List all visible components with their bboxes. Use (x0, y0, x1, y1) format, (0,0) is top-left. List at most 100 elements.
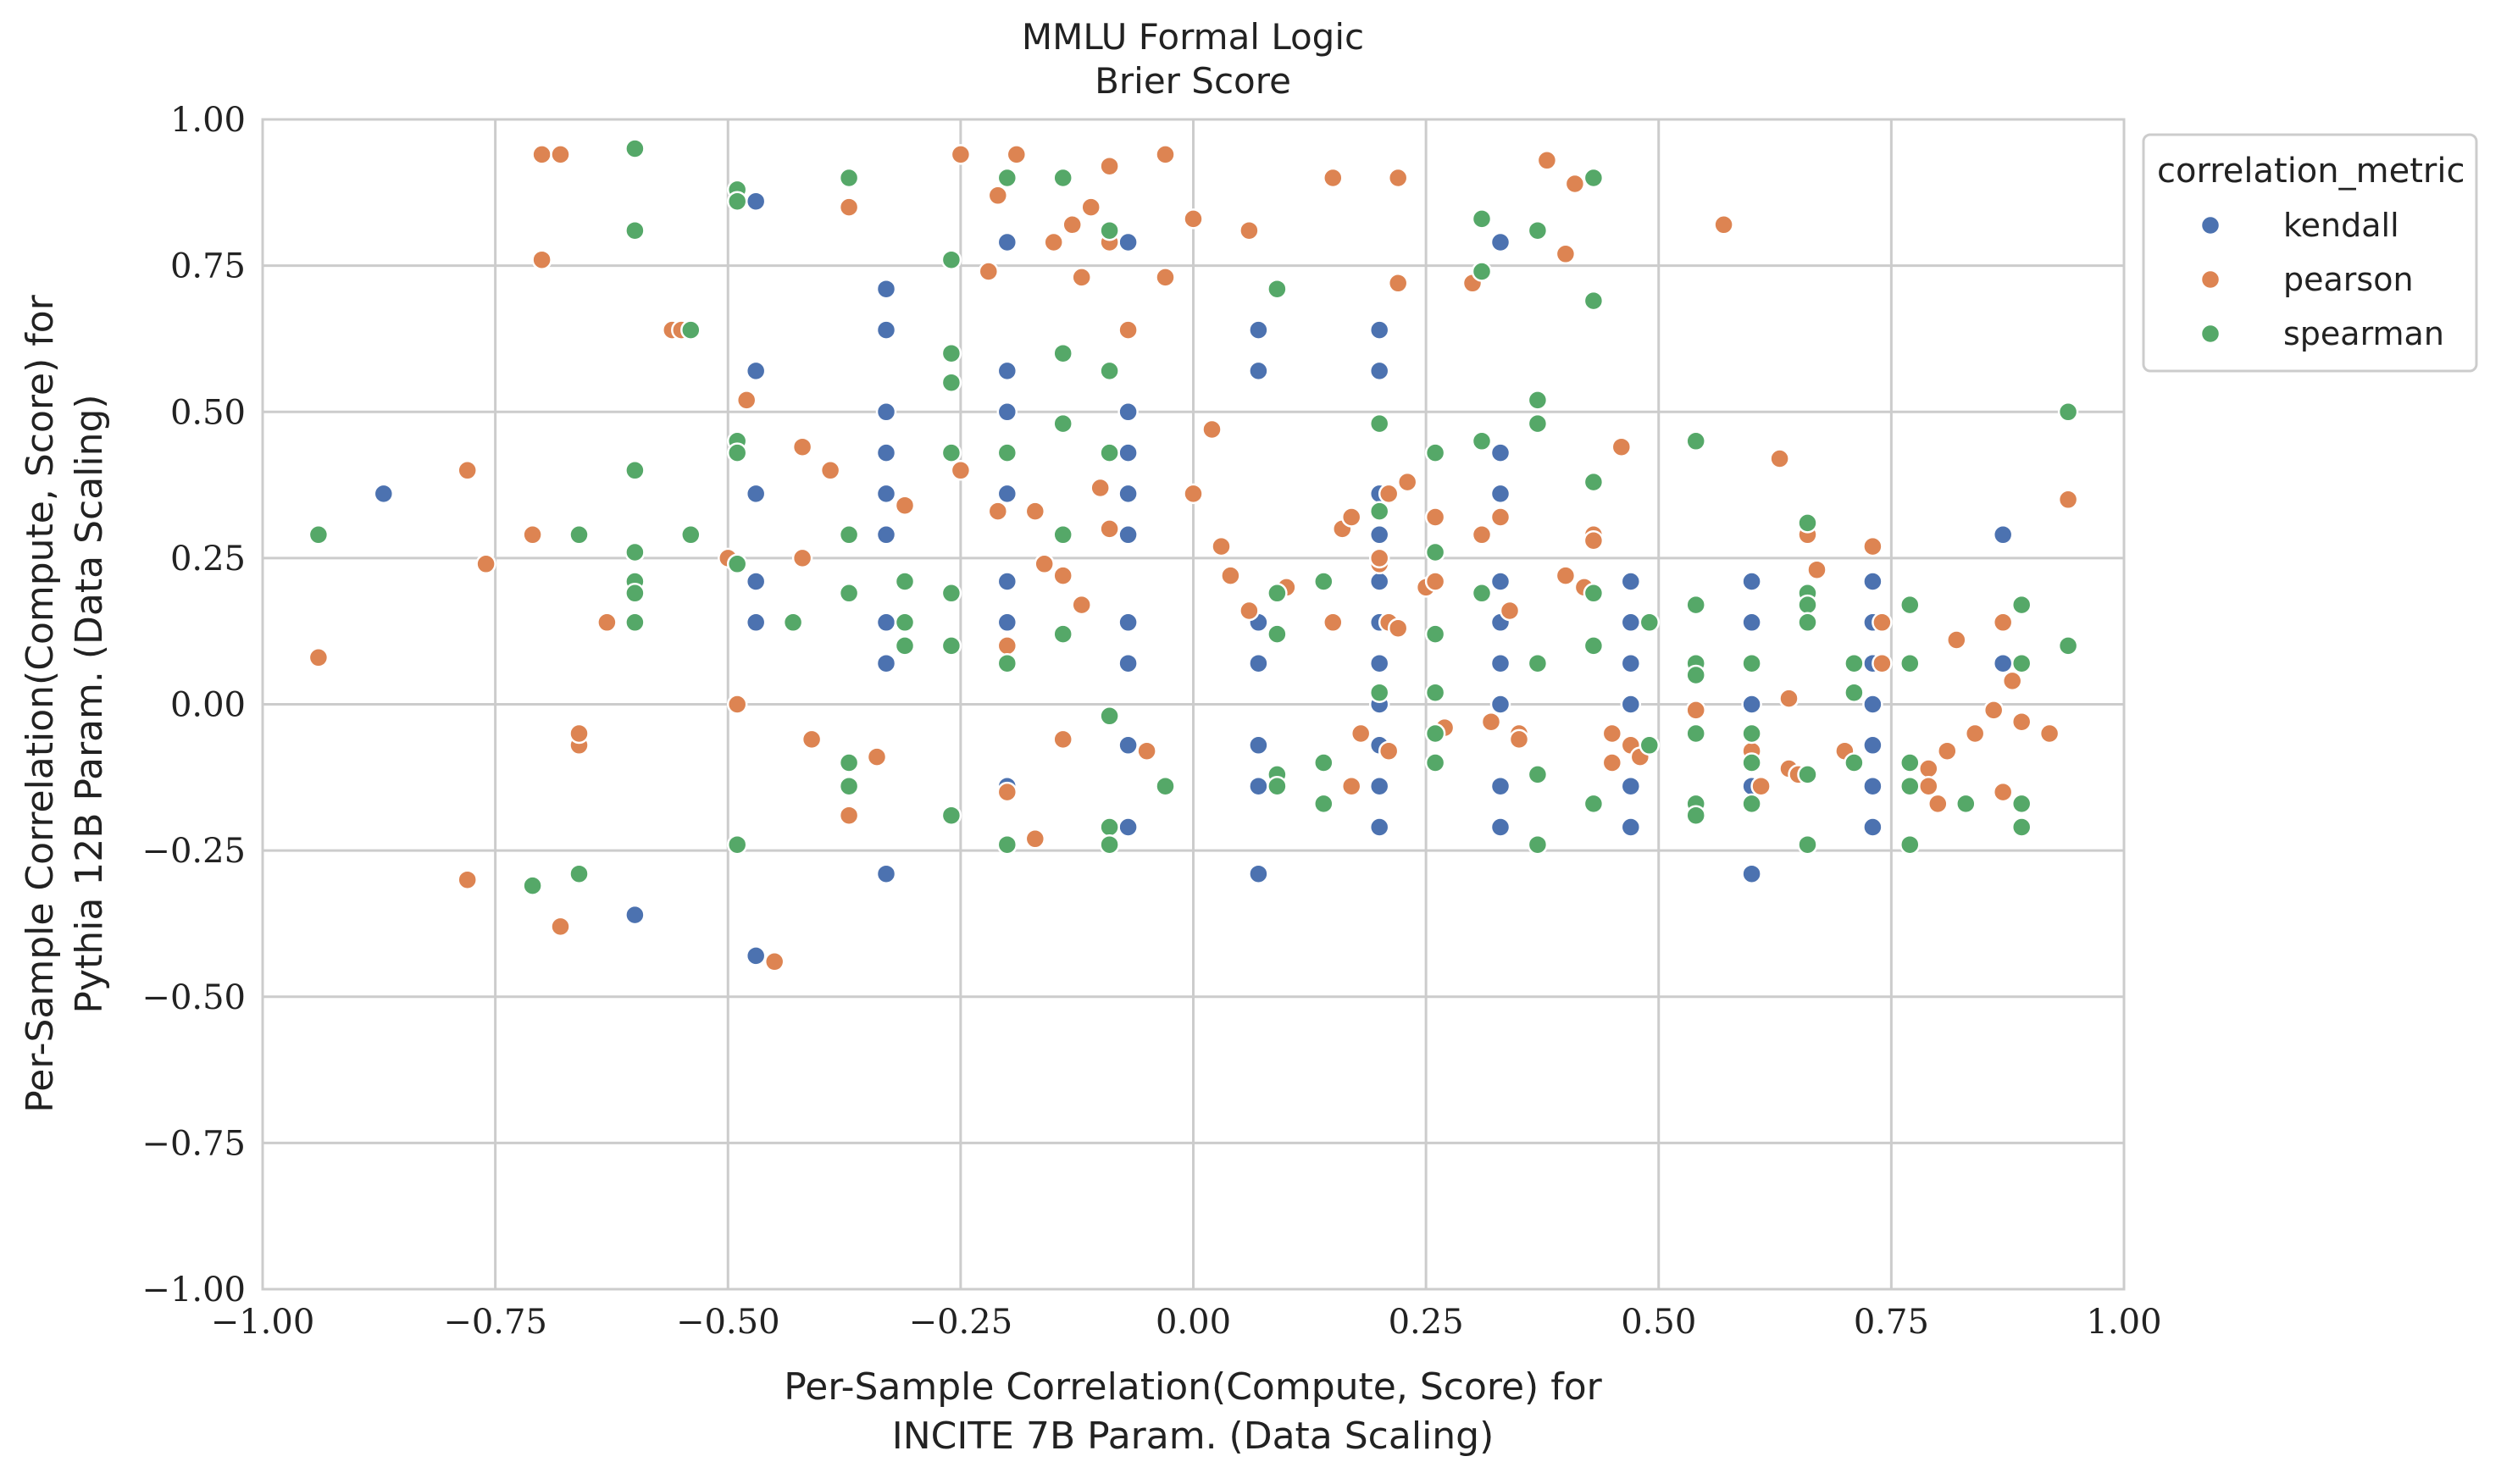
pearson-point (1350, 723, 1372, 745)
spearman-point (1099, 833, 1120, 856)
kendall-point (1489, 483, 1511, 505)
y-tick-labels: −1.00 −0.75 −0.50 −0.25 0.00 0.25 0.50 0.75 1.00 (141, 101, 246, 1310)
spearman-point (838, 524, 860, 545)
pearson-point (531, 249, 552, 270)
y-tick-label: 0.50 (170, 393, 246, 432)
kendall-point (996, 483, 1018, 505)
spearman-point (1527, 413, 1549, 435)
spearman-point (940, 805, 962, 826)
pearson-point (1183, 208, 1204, 230)
kendall-point (1620, 817, 1642, 838)
spearman-point (1267, 775, 1288, 797)
kendall-point (1117, 401, 1139, 423)
kendall-point (1862, 694, 1883, 715)
pearson-point (1611, 436, 1633, 457)
pearson-point (1387, 617, 1409, 639)
spearman-point (1844, 682, 1865, 703)
spearman-point (1424, 682, 1446, 703)
spearman-point (1639, 612, 1661, 634)
kendall-point (1620, 571, 1642, 592)
kendall-point (996, 231, 1018, 253)
y-tick-label: 1.00 (170, 101, 246, 140)
kendall-point (745, 360, 767, 382)
kendall-point (1741, 571, 1762, 592)
spearman-point (894, 635, 916, 656)
spearman-point (2010, 817, 2032, 838)
kendall-point (1489, 652, 1511, 674)
pearson-point (1211, 535, 1232, 557)
pearson-point (1052, 728, 1073, 750)
pearson-point (1062, 214, 1083, 235)
kendall-point (1862, 571, 1883, 592)
spearman-point (624, 583, 646, 604)
spearman-point (940, 635, 962, 656)
grid-lines (261, 118, 2126, 1291)
spearman-point (1424, 541, 1446, 563)
spearman-point (1267, 623, 1288, 645)
x-tick-label: 0.00 (1156, 1303, 1231, 1342)
pearson-point (1080, 197, 1101, 218)
spearman-point (996, 167, 1018, 189)
spearman-point (894, 571, 916, 592)
spearman-point (1424, 623, 1446, 645)
pearson-point (457, 869, 478, 890)
spearman-point (1797, 594, 1818, 616)
pearson-point (838, 805, 860, 826)
pearson-point (568, 723, 590, 745)
kendall-point (1368, 524, 1390, 545)
spearman-point (308, 524, 330, 545)
spearman-point (1313, 571, 1334, 592)
pearson-point (1806, 559, 1827, 580)
spearman-point (1368, 501, 1390, 522)
x-tick-label: 1.00 (2086, 1303, 2161, 1342)
spearman-point (894, 612, 916, 634)
pearson-point (1323, 167, 1344, 189)
pearson-point (838, 197, 860, 218)
pearson-point (726, 694, 748, 715)
pearson-point (1769, 448, 1790, 469)
pearson-point (1685, 700, 1706, 721)
legend-marker-kendall (2199, 214, 2221, 236)
kendall-point (875, 524, 897, 545)
kendall-point (745, 483, 767, 505)
kendall-point (1489, 571, 1511, 592)
kendall-point (1117, 652, 1139, 674)
x-tick-labels: −1.00 −0.75 −0.50 −0.25 0.00 0.25 0.50 0.75 1.00 (211, 1303, 2162, 1342)
pearson-point (1034, 553, 1055, 575)
spearman-point (1685, 664, 1706, 686)
pearson-point (735, 390, 757, 411)
pearson-point (1536, 150, 1558, 171)
pearson-point (791, 436, 813, 457)
pearson-point (1052, 565, 1073, 586)
kendall-point (875, 483, 897, 505)
spearman-point (1099, 360, 1120, 382)
spearman-point (1424, 752, 1446, 773)
spearman-point (2010, 793, 2032, 815)
kendall-point (745, 945, 767, 966)
spearman-point (1685, 723, 1706, 745)
kendall-point (1368, 775, 1390, 797)
spearman-point (522, 875, 543, 896)
spearman-point (996, 442, 1018, 463)
pearson-point (1872, 652, 1893, 674)
legend-label-spearman: spearman (2283, 315, 2444, 352)
spearman-point (726, 833, 748, 856)
pearson-point (1471, 524, 1493, 545)
kendall-point (1248, 863, 1269, 884)
pearson-point (1555, 243, 1577, 265)
kendall-point (875, 612, 897, 634)
pearson-point (1024, 501, 1046, 522)
x-tick-label: −0.50 (676, 1303, 780, 1342)
pearson-point (1323, 612, 1344, 634)
pearson-point (1378, 740, 1400, 761)
pearson-point (1601, 752, 1623, 773)
kendall-point (1117, 817, 1139, 838)
pearson-point (1601, 723, 1623, 745)
spearman-point (2010, 652, 2032, 674)
spearman-point (1267, 278, 1288, 300)
spearman-point (1583, 290, 1605, 312)
spearman-point (1368, 413, 1390, 435)
spearman-point (2010, 594, 2032, 616)
data-points (308, 138, 2079, 972)
spearman-point (1639, 734, 1661, 756)
